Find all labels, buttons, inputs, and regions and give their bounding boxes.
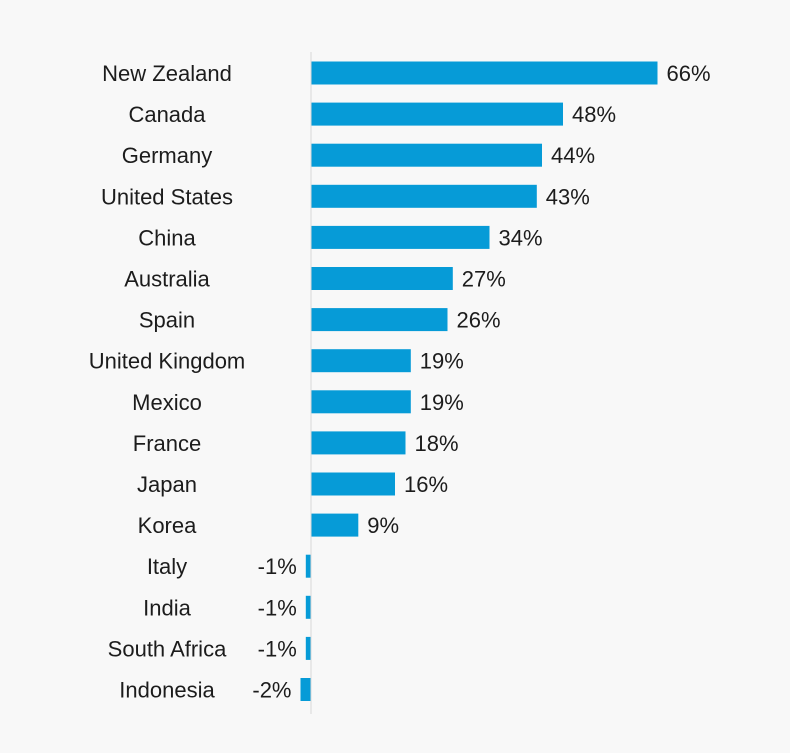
value-label: 48%	[572, 102, 616, 127]
category-label: United States	[101, 184, 233, 209]
category-label: Korea	[138, 513, 197, 538]
category-label: Canada	[128, 102, 206, 127]
value-label: 19%	[420, 349, 464, 374]
bar-italy	[305, 554, 312, 578]
bar-spain	[311, 308, 448, 332]
category-label: United Kingdom	[89, 349, 246, 374]
category-label: Japan	[137, 472, 197, 497]
bar-new-zealand	[311, 61, 658, 85]
labels-layer: New Zealand 66% Canada 48% Germany 44% United …	[89, 61, 711, 703]
category-label: Indonesia	[119, 678, 215, 703]
bar-australia	[311, 267, 453, 290]
value-label: -1%	[258, 554, 297, 579]
category-label: Mexico	[132, 390, 202, 415]
value-label: 27%	[462, 267, 506, 292]
value-label: 66%	[667, 61, 711, 86]
category-label: New Zealand	[102, 61, 232, 86]
value-label: 26%	[457, 308, 501, 333]
category-label: South Africa	[108, 636, 227, 661]
bar-korea	[311, 513, 359, 537]
category-label: Australia	[124, 267, 210, 292]
value-label: -1%	[258, 595, 297, 620]
category-label: Germany	[122, 143, 212, 168]
bar-united-states	[311, 184, 537, 208]
value-label: 43%	[546, 184, 590, 209]
value-label: 18%	[415, 431, 459, 456]
bar-indonesia	[300, 678, 311, 701]
bar-china	[311, 225, 490, 249]
value-label: 34%	[499, 225, 543, 250]
bar-germany	[311, 143, 542, 167]
bar-india	[305, 595, 312, 619]
category-label: Spain	[139, 308, 195, 333]
value-label: -1%	[258, 636, 297, 661]
bar-japan	[311, 472, 395, 496]
category-label: Italy	[147, 554, 187, 579]
value-label: -2%	[252, 678, 291, 703]
category-label: France	[133, 431, 201, 456]
value-label: 9%	[367, 513, 399, 538]
value-label: 44%	[551, 143, 595, 168]
category-label: China	[138, 225, 196, 250]
bar-canada	[311, 102, 563, 126]
bar-united-kingdom	[311, 349, 411, 373]
bar-mexico	[311, 390, 411, 414]
bar-france	[311, 431, 406, 455]
category-label: India	[143, 595, 191, 620]
value-label: 19%	[420, 390, 464, 415]
value-label: 16%	[404, 472, 448, 497]
bars-layer	[300, 61, 658, 701]
bar-south-africa	[305, 636, 312, 660]
